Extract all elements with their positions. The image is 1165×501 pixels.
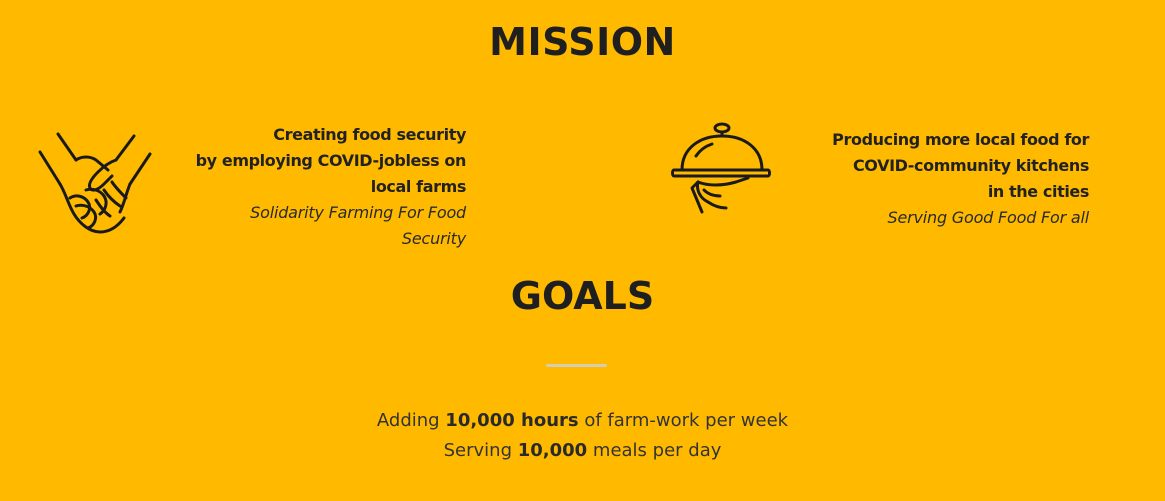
mission-heading: MISSION (489, 20, 676, 64)
mission-lead-line: in the cities (987, 182, 1090, 201)
goal-suffix: meals per day (587, 440, 722, 461)
mission-item-food-security: Creating food security by employing COVI… (188, 122, 467, 252)
mission-lead-line: local farms (370, 177, 467, 196)
mission-lead-line: COVID-community kitchens (852, 156, 1089, 175)
handshake-icon (38, 132, 152, 238)
mission-subtitle-line: Serving Good Food For all (887, 208, 1090, 227)
goal-prefix: Adding (376, 410, 446, 431)
mission-item-community-kitchens: Producing more local food for COVID-comm… (808, 127, 1089, 231)
mission-lead-line: by employing COVID-jobless on (195, 151, 467, 170)
mission-lead-line: Producing more local food for (832, 130, 1089, 149)
goal-farm-hours: Adding 10,000 hours of farm-work per wee… (0, 410, 1165, 431)
cloche-icon (668, 120, 773, 215)
goal-meals: Serving 10,000 meals per day (0, 440, 1165, 461)
mission-subtitle-line: Solidarity Farming For Food (250, 203, 466, 222)
goal-prefix: Serving (443, 440, 518, 461)
mission-subtitle-line: Security (401, 229, 466, 248)
goal-highlight: 10,000 (517, 440, 588, 461)
mission-lead-line: Creating food security (273, 125, 466, 144)
goal-suffix: of farm-work per week (578, 410, 789, 431)
goals-divider (546, 364, 607, 367)
goal-highlight: 10,000 hours (445, 410, 579, 431)
goals-heading: GOALS (510, 274, 655, 318)
